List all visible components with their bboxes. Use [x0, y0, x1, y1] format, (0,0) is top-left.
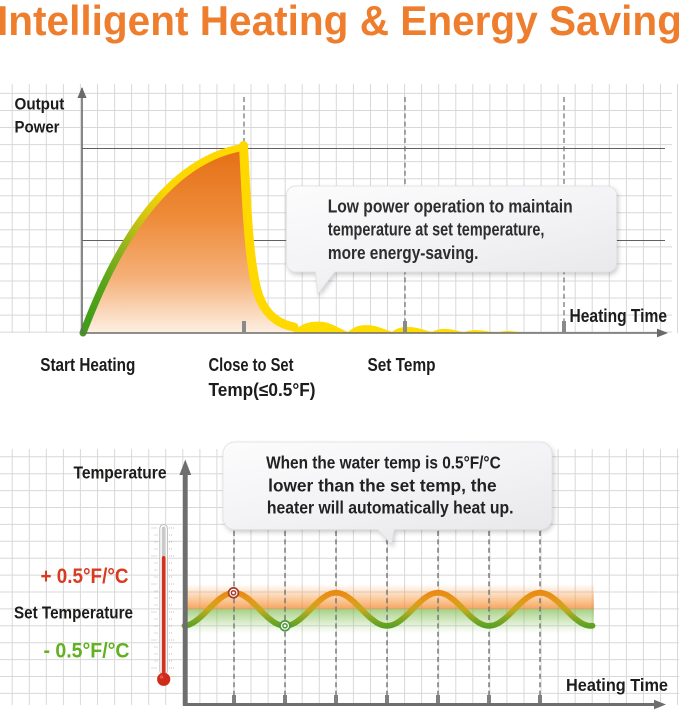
- svg-text:Power: Power: [15, 119, 61, 137]
- svg-text:Output: Output: [15, 95, 65, 113]
- svg-text:Set Temp: Set Temp: [368, 355, 436, 375]
- svg-text:more energy-saving.: more energy-saving.: [328, 243, 479, 263]
- svg-text:Heating Time: Heating Time: [570, 306, 668, 326]
- svg-text:Temperature: Temperature: [74, 462, 167, 482]
- svg-text:heater will automatically heat: heater will automatically heat up.: [267, 498, 514, 518]
- svg-text:Start Heating: Start Heating: [40, 355, 135, 375]
- svg-text:- 0.5°F/°C: - 0.5°F/°C: [44, 640, 130, 663]
- svg-text:Temp(≤0.5°F): Temp(≤0.5°F): [209, 380, 316, 400]
- svg-text:Close to Set: Close to Set: [209, 355, 294, 375]
- svg-text:Set Temperature: Set Temperature: [14, 602, 133, 622]
- svg-text:lower than the set temp, the: lower than the set temp, the: [268, 475, 497, 495]
- svg-text:Low power operation to maintai: Low power operation to maintain: [328, 196, 573, 216]
- svg-text:+ 0.5°F/°C: + 0.5°F/°C: [41, 565, 129, 588]
- svg-text:temperature at set temperature: temperature at set temperature,: [328, 220, 545, 240]
- svg-text:When the water temp is 0.5°F/°: When the water temp is 0.5°F/°C: [266, 453, 501, 473]
- svg-text:Heating Time: Heating Time: [566, 675, 668, 695]
